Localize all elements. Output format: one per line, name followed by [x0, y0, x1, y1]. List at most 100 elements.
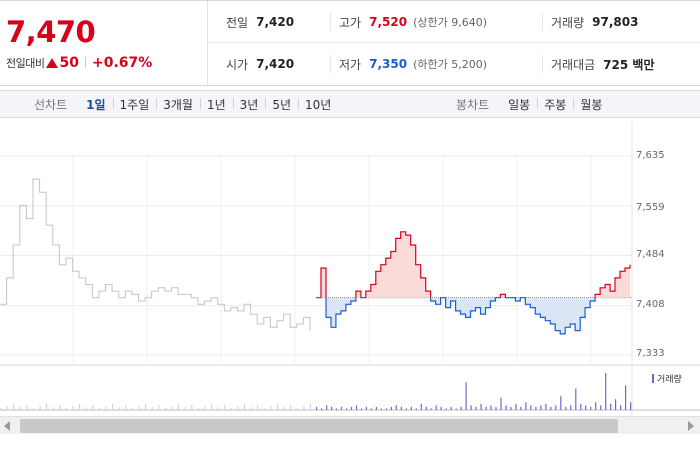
volume-bar: [615, 399, 617, 410]
previous-session-line: [0, 178, 311, 331]
y-tick-label: 7,408: [636, 299, 665, 310]
period-1day[interactable]: 1일: [86, 97, 106, 112]
period-3year[interactable]: 3년: [232, 96, 266, 113]
volume-bar: [33, 408, 34, 410]
volume-bar: [59, 405, 61, 410]
stat-label: 저가: [339, 57, 362, 72]
volume-bar: [335, 408, 338, 410]
volume-bar: [85, 407, 87, 410]
volume-bar: [455, 408, 457, 410]
volume-bar: [46, 404, 48, 410]
volume-bar: [310, 404, 311, 410]
volume-bar: [570, 405, 572, 410]
stat-value: 97,803: [592, 15, 639, 29]
volume-bar: [191, 405, 193, 410]
volume-bar: [296, 408, 298, 410]
stats-row: 시가 7,420 저가 7,350 (하한가 5,200) 거래대금 725 백…: [208, 43, 700, 85]
volume-bar: [425, 406, 427, 410]
volume-bar: [224, 405, 226, 410]
volume-bar: [316, 406, 318, 410]
volume-bar: [184, 407, 186, 410]
volume-bar: [540, 405, 542, 410]
volume-bar: [263, 408, 265, 410]
volume-bar: [510, 406, 512, 410]
line-chart-title: 선차트: [34, 97, 68, 112]
volume-bar: [171, 406, 173, 410]
scroll-left-icon[interactable]: [4, 421, 10, 431]
chart-svg: [0, 122, 700, 416]
volume-bar: [66, 408, 67, 410]
volume-bar: [485, 406, 487, 410]
current-session-line-up: [316, 231, 631, 298]
volume-bar: [400, 406, 402, 410]
period-5year[interactable]: 5년: [265, 96, 298, 113]
period-1year[interactable]: 1년: [199, 96, 233, 113]
volume-bar: [79, 404, 81, 410]
volume-bar: [230, 408, 232, 410]
current-price: 7,470: [6, 15, 96, 49]
volume-bar: [530, 405, 532, 410]
volume-bar: [565, 406, 567, 410]
volume-bar: [595, 402, 597, 410]
current-session-line-down: [316, 297, 596, 335]
volume-bar: [178, 404, 180, 410]
volume-bar: [6, 406, 8, 410]
y-tick-label: 7,635: [636, 150, 665, 161]
volume-bar: [440, 406, 442, 410]
volume-bar: [475, 406, 477, 410]
period-10year[interactable]: 10년: [298, 96, 338, 113]
stat-value: 7,520: [369, 15, 408, 29]
volume-bar: [490, 405, 492, 410]
volume-bar: [460, 406, 462, 410]
volume-bar: [92, 405, 94, 410]
y-tick-label: 7,484: [636, 249, 665, 260]
stat-low: 저가 7,350 (하한가 5,200): [330, 55, 487, 73]
volume-bar: [395, 405, 397, 410]
volume-bar: [405, 408, 407, 410]
volume-bar: [270, 406, 272, 410]
candle-chart-periods: 봉차트 일봉 주봉 월봉: [456, 91, 609, 117]
volume-bar: [535, 406, 537, 410]
volume-bar: [410, 406, 412, 410]
volume-bar: [151, 407, 153, 410]
stat-value: 7,420: [256, 15, 295, 29]
volume-bar: [365, 406, 367, 410]
chart-scrollbar[interactable]: [0, 416, 700, 434]
volume-bar: [158, 405, 160, 410]
volume-bar: [98, 408, 100, 410]
volume-legend-label: 거래량: [657, 375, 682, 385]
volume-bar: [350, 406, 353, 410]
volume-bar: [360, 408, 363, 410]
current-session-down-area: [316, 297, 630, 334]
change-amount: 50: [59, 55, 79, 71]
volume-legend: 거래량: [652, 372, 682, 385]
period-1week[interactable]: 1주일: [112, 96, 157, 113]
candle-monthly[interactable]: 월봉: [573, 96, 609, 113]
stat-label: 전일: [226, 15, 249, 30]
volume-bar: [525, 402, 527, 410]
period-3month[interactable]: 3개월: [156, 96, 200, 113]
volume-bar: [283, 407, 285, 410]
volume-bar: [0, 408, 1, 410]
scroll-thumb[interactable]: [20, 419, 618, 433]
volume-bar: [125, 405, 127, 410]
stat-open: 시가 7,420: [226, 43, 294, 85]
volume-bar: [164, 408, 166, 410]
period-bar: 선차트 1일 1주일 3개월 1년 3년 5년 10년 봉차트 일봉 주봉 월봉: [0, 90, 700, 118]
divider: [84, 57, 86, 69]
volume-bar: [545, 403, 547, 410]
volume-bar: [138, 406, 140, 410]
volume-bar: [19, 407, 21, 410]
scroll-right-icon[interactable]: [688, 421, 694, 431]
volume-bar: [26, 405, 28, 410]
price-chart: 7,635 7,559 7,484 7,408 7,333 거래량: [0, 122, 700, 450]
volume-bar: [217, 407, 219, 410]
volume-bar: [118, 407, 120, 410]
volume-bar: [430, 408, 432, 410]
stats-row: 전일 7,420 고가 7,520 (상한가 9,640) 거래량 97,803: [208, 1, 700, 43]
candle-daily[interactable]: 일봉: [508, 97, 531, 112]
volume-bar: [605, 373, 607, 410]
candle-weekly[interactable]: 주봉: [537, 96, 573, 113]
volume-bar: [555, 405, 557, 410]
volume-bar: [465, 382, 467, 410]
